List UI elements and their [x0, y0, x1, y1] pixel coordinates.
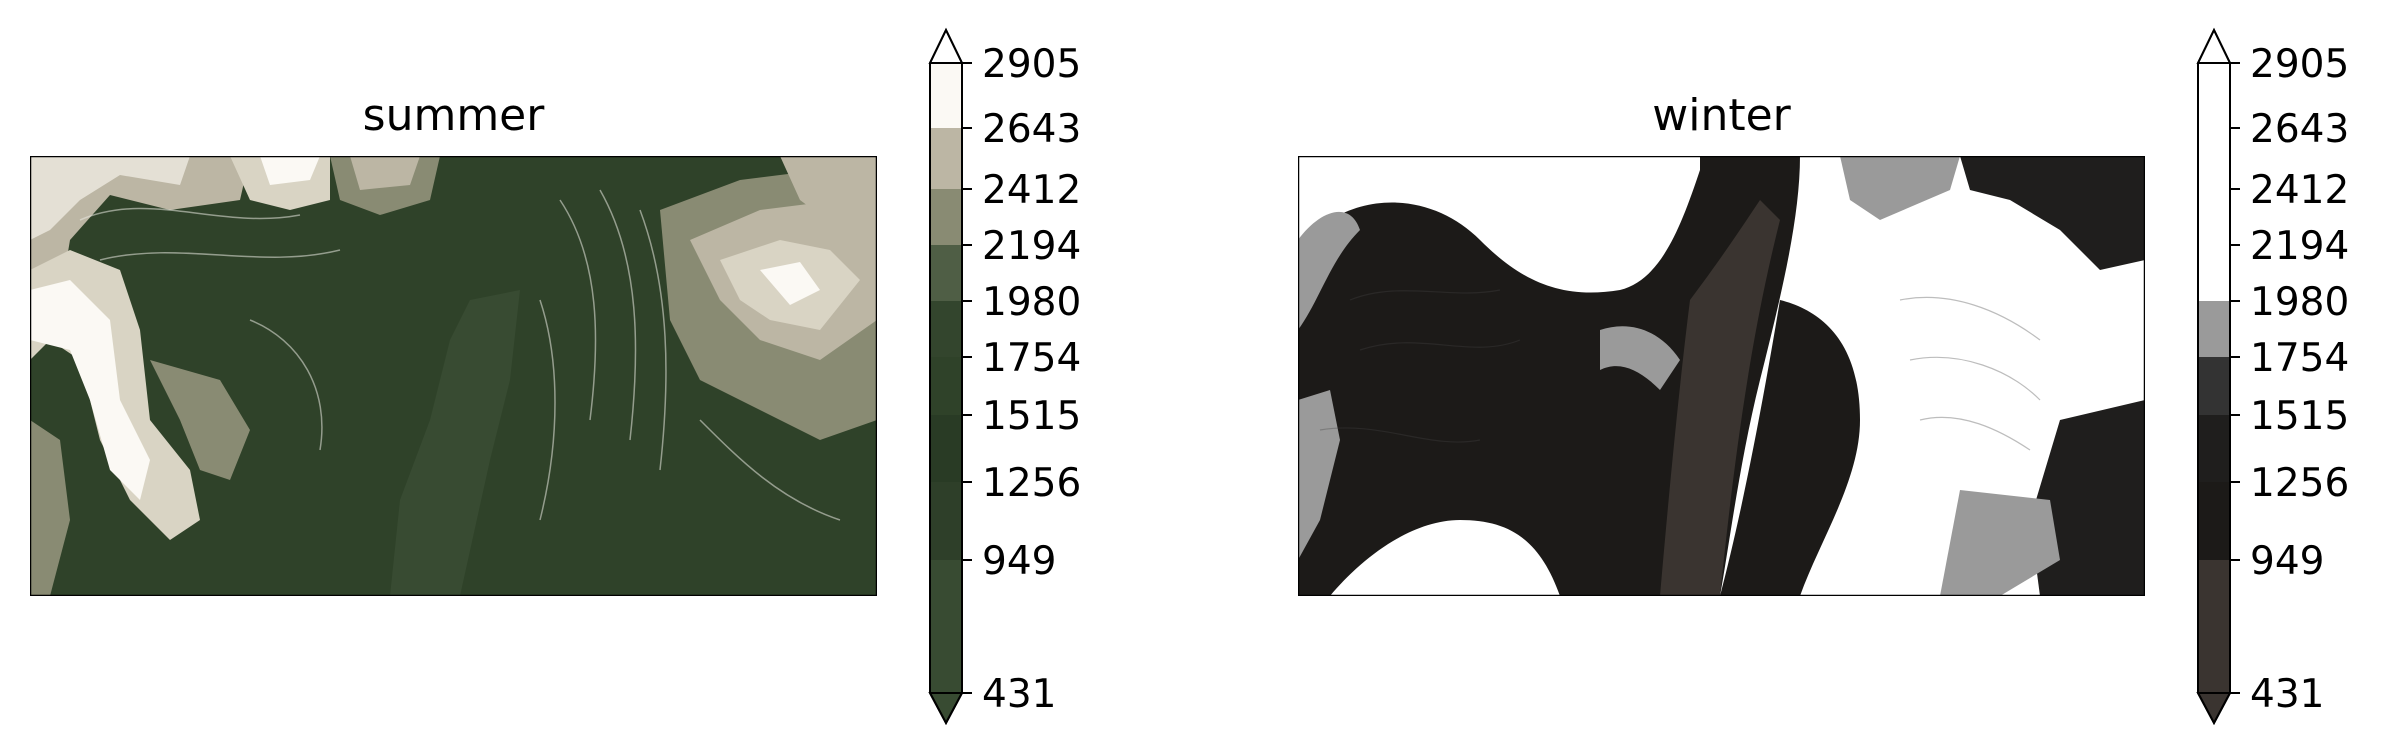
- summer-colorbar-tick-label: 2905: [982, 42, 1081, 87]
- summer-colorbar-tick-label: 1754: [982, 336, 1081, 381]
- winter-colorbar-extend-min: [2196, 692, 2232, 726]
- summer-colorbar-band-1: [930, 560, 962, 693]
- winter-colorbar-band-5: [2198, 301, 2230, 357]
- summer-colorbar-band-2: [930, 482, 962, 560]
- winter-colorbar-tick-label: 431: [2250, 672, 2324, 717]
- winter-map: [1298, 156, 2145, 596]
- winter-colorbar-tick-label: 1980: [2250, 280, 2349, 325]
- summer-colorbar-tick-label: 2194: [982, 224, 1081, 269]
- winter-colorbar-tick-label: 2194: [2250, 224, 2349, 269]
- winter-colorbar-tick-label: 2905: [2250, 42, 2349, 87]
- winter-title: winter: [1652, 90, 1791, 141]
- summer-colorbar-tick-label: 431: [982, 672, 1056, 717]
- summer-title: summer: [362, 90, 545, 141]
- winter-colorbar-band-6: [2198, 245, 2230, 301]
- winter-colorbar-band-1: [2198, 560, 2230, 693]
- summer-colorbar-band-7: [930, 189, 962, 245]
- summer-colorbar-extend-min: [928, 692, 964, 726]
- summer-colorbar-tick-label: 949: [982, 539, 1056, 584]
- winter-colorbar-tick-label: 2412: [2250, 168, 2349, 213]
- summer-colorbar-tick-label: 1256: [982, 461, 1081, 506]
- summer-colorbar-tick-label: 2643: [982, 107, 1081, 152]
- winter-colorbar-band-3: [2198, 415, 2230, 482]
- winter-colorbar-band-2: [2198, 482, 2230, 560]
- winter-colorbar-tick-label: 949: [2250, 539, 2324, 584]
- summer-colorbar-band-4: [930, 357, 962, 415]
- summer-colorbar-band-6: [930, 245, 962, 301]
- winter-colorbar: 431 949 1256 1515 1754 1980 2194 2412 2643 2905: [2196, 27, 2349, 726]
- winter-colorbar-band-4: [2198, 357, 2230, 415]
- winter-colorbar-extend-max: [2196, 27, 2232, 64]
- winter-colorbar-band-8: [2198, 128, 2230, 189]
- winter-colorbar-tick-label: 1515: [2250, 394, 2349, 439]
- summer-colorbar-extend-max: [928, 27, 964, 64]
- summer-colorbar-band-3: [930, 415, 962, 482]
- winter-colorbar-tick-label: 2643: [2250, 107, 2349, 152]
- summer-colorbar-band-8: [930, 128, 962, 189]
- winter-colorbar-band-7: [2198, 189, 2230, 245]
- winter-colorbar-band-9: [2198, 63, 2230, 128]
- summer-colorbar-tick-label: 2412: [982, 168, 1081, 213]
- summer-map: [30, 156, 877, 596]
- summer-colorbar-band-5: [930, 301, 962, 357]
- summer-colorbar: 431 949 1256 1515 1754 1980 2194 2412 2643 2905: [928, 27, 1081, 726]
- winter-colorbar-tick-label: 1256: [2250, 461, 2349, 506]
- summer-colorbar-tick-label: 1980: [982, 280, 1081, 325]
- summer-colorbar-band-9: [930, 63, 962, 128]
- winter-colorbar-tick-label: 1754: [2250, 336, 2349, 381]
- summer-colorbar-tick-label: 1515: [982, 394, 1081, 439]
